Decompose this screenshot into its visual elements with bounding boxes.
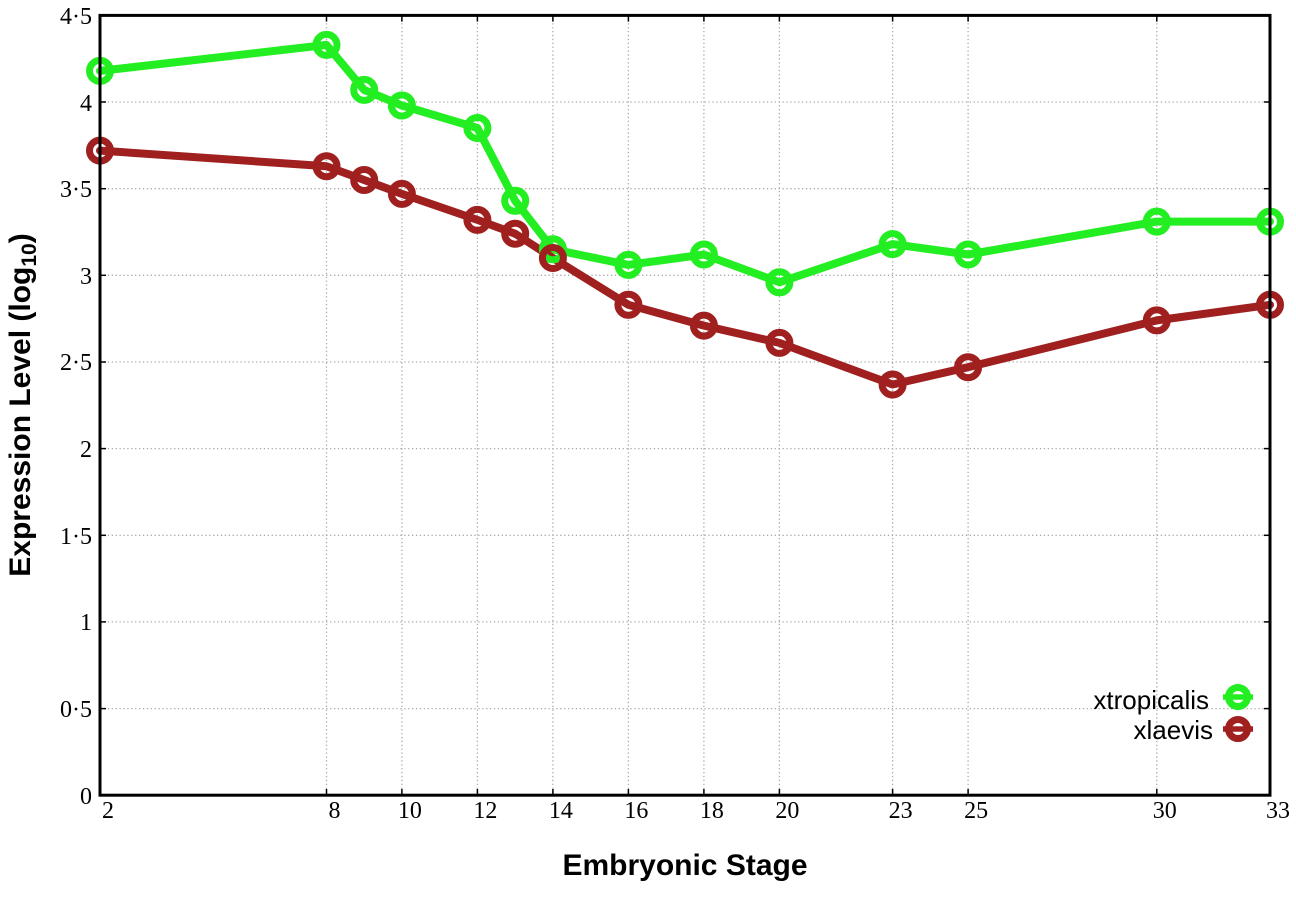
- svg-text:2: 2: [80, 437, 92, 463]
- svg-text:12: 12: [473, 798, 497, 824]
- svg-text:2·5: 2·5: [60, 350, 92, 376]
- svg-text:16: 16: [624, 798, 648, 824]
- svg-text:18: 18: [700, 798, 724, 824]
- svg-text:8: 8: [329, 798, 341, 824]
- svg-text:4·5: 4·5: [60, 4, 92, 30]
- svg-text:0·5: 0·5: [60, 697, 92, 723]
- svg-text:1·5: 1·5: [60, 524, 92, 550]
- svg-text:xlaevis: xlaevis: [1134, 715, 1213, 745]
- svg-text:33: 33: [1266, 798, 1290, 824]
- svg-text:Expression Level (log10): Expression Level (log10): [4, 233, 41, 576]
- svg-text:3·5: 3·5: [60, 177, 92, 203]
- svg-text:1: 1: [80, 610, 92, 636]
- svg-text:30: 30: [1153, 798, 1177, 824]
- svg-text:14: 14: [549, 798, 573, 824]
- svg-text:10: 10: [398, 798, 422, 824]
- svg-text:Embryonic Stage: Embryonic Stage: [562, 849, 807, 882]
- svg-text:xtropicalis: xtropicalis: [1093, 685, 1209, 715]
- svg-text:2: 2: [102, 798, 114, 824]
- svg-text:3: 3: [80, 264, 92, 290]
- svg-text:25: 25: [964, 798, 988, 824]
- svg-text:20: 20: [775, 798, 799, 824]
- svg-text:0: 0: [80, 784, 92, 810]
- svg-text:23: 23: [889, 798, 913, 824]
- svg-text:4: 4: [80, 91, 92, 117]
